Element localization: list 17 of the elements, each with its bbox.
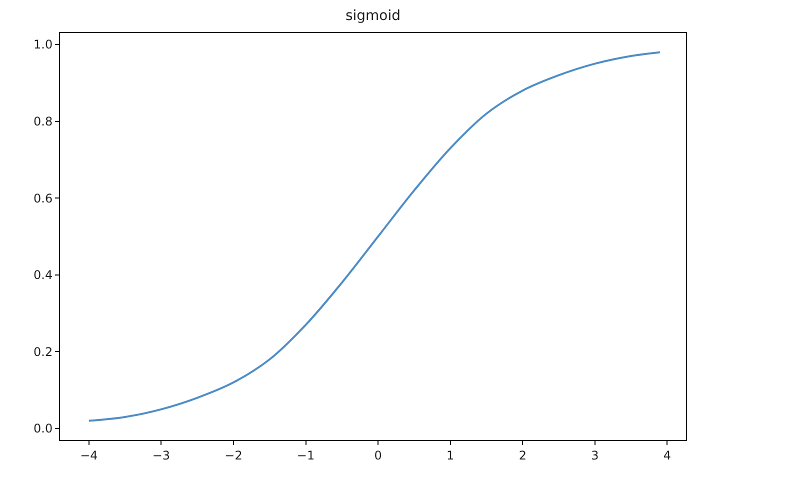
y-tick-label: 1.0	[34, 38, 53, 52]
x-tick-label: −3	[152, 448, 170, 462]
line-series	[88, 51, 661, 422]
x-tick-label: 2	[518, 448, 526, 462]
x-tick-label: 4	[663, 448, 672, 462]
y-tick-label: 0.4	[34, 268, 53, 282]
x-tick-label: 1	[446, 448, 454, 462]
x-tick-label: 3	[591, 448, 599, 462]
y-tick-label: 0.8	[34, 114, 53, 129]
chart-title: sigmoid	[345, 8, 401, 24]
x-tick-label: −4	[80, 448, 98, 462]
y-tick-label: 0.0	[34, 422, 53, 436]
y-tick-label: 0.6	[34, 191, 53, 206]
y-tick-label: 0.2	[34, 344, 53, 359]
x-tick-label: −2	[224, 448, 242, 462]
x-tick-label: 0	[374, 448, 382, 462]
x-tick-label: −1	[296, 448, 315, 462]
